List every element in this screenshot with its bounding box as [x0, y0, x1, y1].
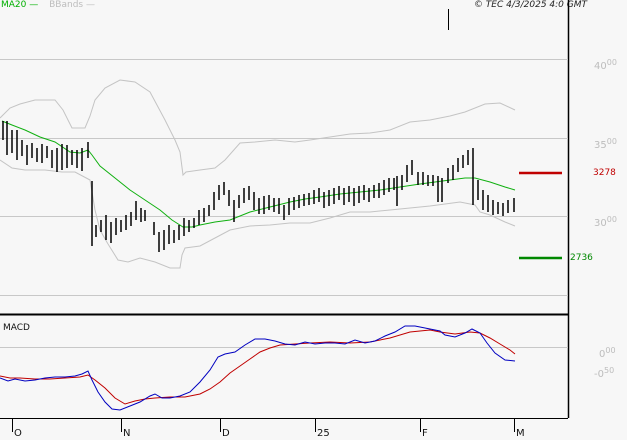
bband-lower-line	[0, 159, 516, 269]
macd-signal-line	[0, 329, 516, 405]
ma20-line	[1, 120, 516, 228]
bband-upper-line	[0, 79, 516, 177]
macd-axis-label-zero: 000	[599, 346, 616, 360]
resistance-target-label: 3278	[593, 168, 616, 178]
price-bars	[2, 121, 515, 252]
macd-panel-title: MACD	[3, 323, 30, 333]
x-axis-label-2025: 25	[317, 428, 330, 439]
legend-bbands: BBands	[49, 0, 84, 10]
chart-legend: MA20 — BBands —	[1, 0, 95, 11]
legend-ma20: MA20	[1, 0, 27, 10]
macd-line	[0, 325, 516, 411]
x-axis-label-oct: O	[14, 428, 22, 439]
price-axis-label-3500: 3500	[594, 137, 617, 151]
x-axis-label-feb: F	[422, 428, 428, 439]
copyright-credit: © TEC 4/3/2025 4:0 GMT	[473, 0, 587, 10]
x-axis-label-nov: N	[123, 428, 131, 439]
x-axis-label-mar: M	[516, 428, 525, 439]
support-target-label: 2736	[570, 253, 593, 263]
legend-bbands-swatch: —	[83, 0, 95, 10]
legend-ma20-swatch: —	[26, 0, 39, 10]
x-axis-label-dec: D	[222, 428, 230, 439]
price-axis-label-4000: 4000	[594, 58, 617, 72]
price-gridlines	[0, 59, 568, 296]
price-axis-label-3000: 3000	[594, 215, 617, 229]
macd-axis-label-neg050: -050	[594, 366, 615, 380]
